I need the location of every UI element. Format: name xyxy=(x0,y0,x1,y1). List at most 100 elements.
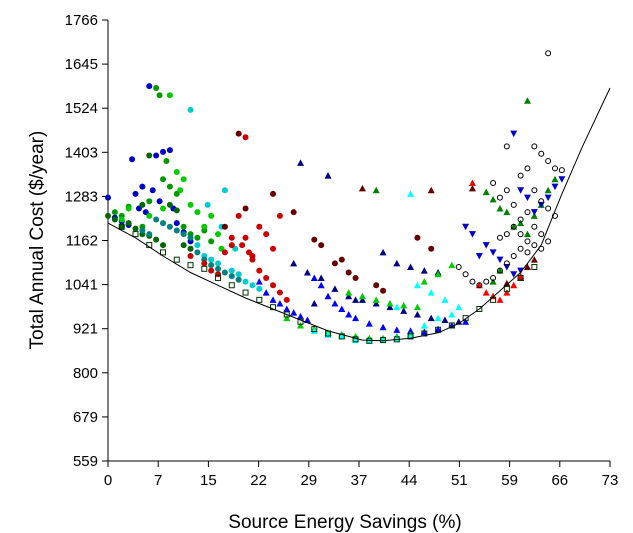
x-tick-label: 73 xyxy=(602,472,619,489)
data-point xyxy=(448,310,456,318)
data-point xyxy=(310,300,318,307)
y-tick-label: 679 xyxy=(73,409,98,426)
data-point xyxy=(156,92,163,99)
data-point xyxy=(166,183,173,190)
data-point xyxy=(558,167,565,174)
data-point xyxy=(524,238,531,245)
x-tick-label: 44 xyxy=(401,472,418,489)
data-point xyxy=(413,303,421,311)
y-tick-label: 1041 xyxy=(65,277,98,294)
data-point xyxy=(345,269,352,276)
data-point xyxy=(132,190,139,197)
data-point xyxy=(149,187,156,194)
data-point xyxy=(111,216,118,223)
data-point xyxy=(517,245,524,252)
data-point xyxy=(517,219,525,227)
data-point xyxy=(249,256,256,263)
data-point xyxy=(372,300,380,307)
data-point xyxy=(476,282,483,289)
data-point xyxy=(393,326,401,333)
data-point xyxy=(530,209,538,216)
data-point xyxy=(468,231,476,238)
data-point xyxy=(276,212,283,219)
plot-area xyxy=(107,20,610,462)
x-tick-label: 7 xyxy=(154,472,162,489)
data-point xyxy=(324,292,332,300)
data-point xyxy=(482,242,490,249)
data-point xyxy=(544,194,552,202)
data-point xyxy=(215,260,222,267)
data-point xyxy=(462,318,470,325)
data-point xyxy=(427,314,435,322)
y-tick-group: 559 679 800 921 1041 1162 1283 1403 1524 1645 1766 xyxy=(65,12,108,470)
data-point xyxy=(173,168,180,175)
data-point xyxy=(345,310,353,318)
data-point xyxy=(441,316,449,323)
data-point xyxy=(503,231,510,238)
data-point xyxy=(428,245,435,252)
data-point xyxy=(380,287,387,294)
data-point xyxy=(118,216,125,223)
data-point xyxy=(290,209,297,216)
data-point xyxy=(523,230,531,238)
data-point xyxy=(201,260,208,267)
data-point xyxy=(434,270,442,278)
y-tick-label: 559 xyxy=(73,453,98,470)
data-point xyxy=(160,242,167,249)
data-point xyxy=(263,274,270,281)
x-tick-group: 0 7 15 22 29 37 44 51 59 66 73 xyxy=(104,461,619,489)
data-point xyxy=(173,220,180,227)
data-point xyxy=(187,201,194,208)
data-point xyxy=(373,282,380,289)
x-tick-label: 22 xyxy=(250,472,267,489)
data-point xyxy=(146,231,153,238)
data-point xyxy=(510,130,518,138)
data-point xyxy=(263,231,270,238)
data-point xyxy=(462,223,470,231)
y-axis-title: Total Annual Cost ($/year) xyxy=(27,131,48,350)
data-point xyxy=(201,265,208,272)
data-point xyxy=(483,278,490,285)
y-tick-label: 1162 xyxy=(66,233,98,250)
data-point xyxy=(324,172,332,179)
data-point xyxy=(269,296,277,303)
data-point xyxy=(379,336,387,344)
data-point xyxy=(153,216,160,223)
data-point xyxy=(180,242,187,249)
data-point xyxy=(187,253,194,260)
data-point xyxy=(510,223,517,230)
data-point xyxy=(434,314,442,322)
data-point xyxy=(235,212,242,219)
data-point xyxy=(318,242,325,249)
data-point xyxy=(510,271,518,278)
data-point xyxy=(352,274,359,281)
data-point xyxy=(517,274,524,281)
data-point xyxy=(160,176,167,183)
data-point xyxy=(146,152,153,159)
data-point xyxy=(297,318,304,325)
data-point xyxy=(407,333,414,340)
data-point xyxy=(482,188,490,196)
data-point xyxy=(317,281,325,289)
data-point xyxy=(139,183,146,190)
data-point xyxy=(523,194,531,202)
data-point xyxy=(166,147,173,154)
data-point xyxy=(180,223,187,230)
data-point xyxy=(427,289,435,296)
data-point xyxy=(544,186,552,194)
data-point xyxy=(517,267,525,275)
data-point xyxy=(510,201,517,208)
data-point xyxy=(448,321,456,329)
data-point xyxy=(545,50,552,57)
data-points xyxy=(105,50,566,344)
data-point xyxy=(331,300,339,307)
data-point xyxy=(146,212,153,219)
data-point xyxy=(386,300,394,307)
x-axis-title: Source Energy Savings (%) xyxy=(228,512,461,533)
data-point xyxy=(517,216,524,223)
data-point xyxy=(187,234,194,241)
y-tick-label: 1645 xyxy=(65,56,98,73)
y-tick-label: 1403 xyxy=(65,144,98,161)
data-point xyxy=(303,316,311,323)
data-point xyxy=(510,281,518,289)
